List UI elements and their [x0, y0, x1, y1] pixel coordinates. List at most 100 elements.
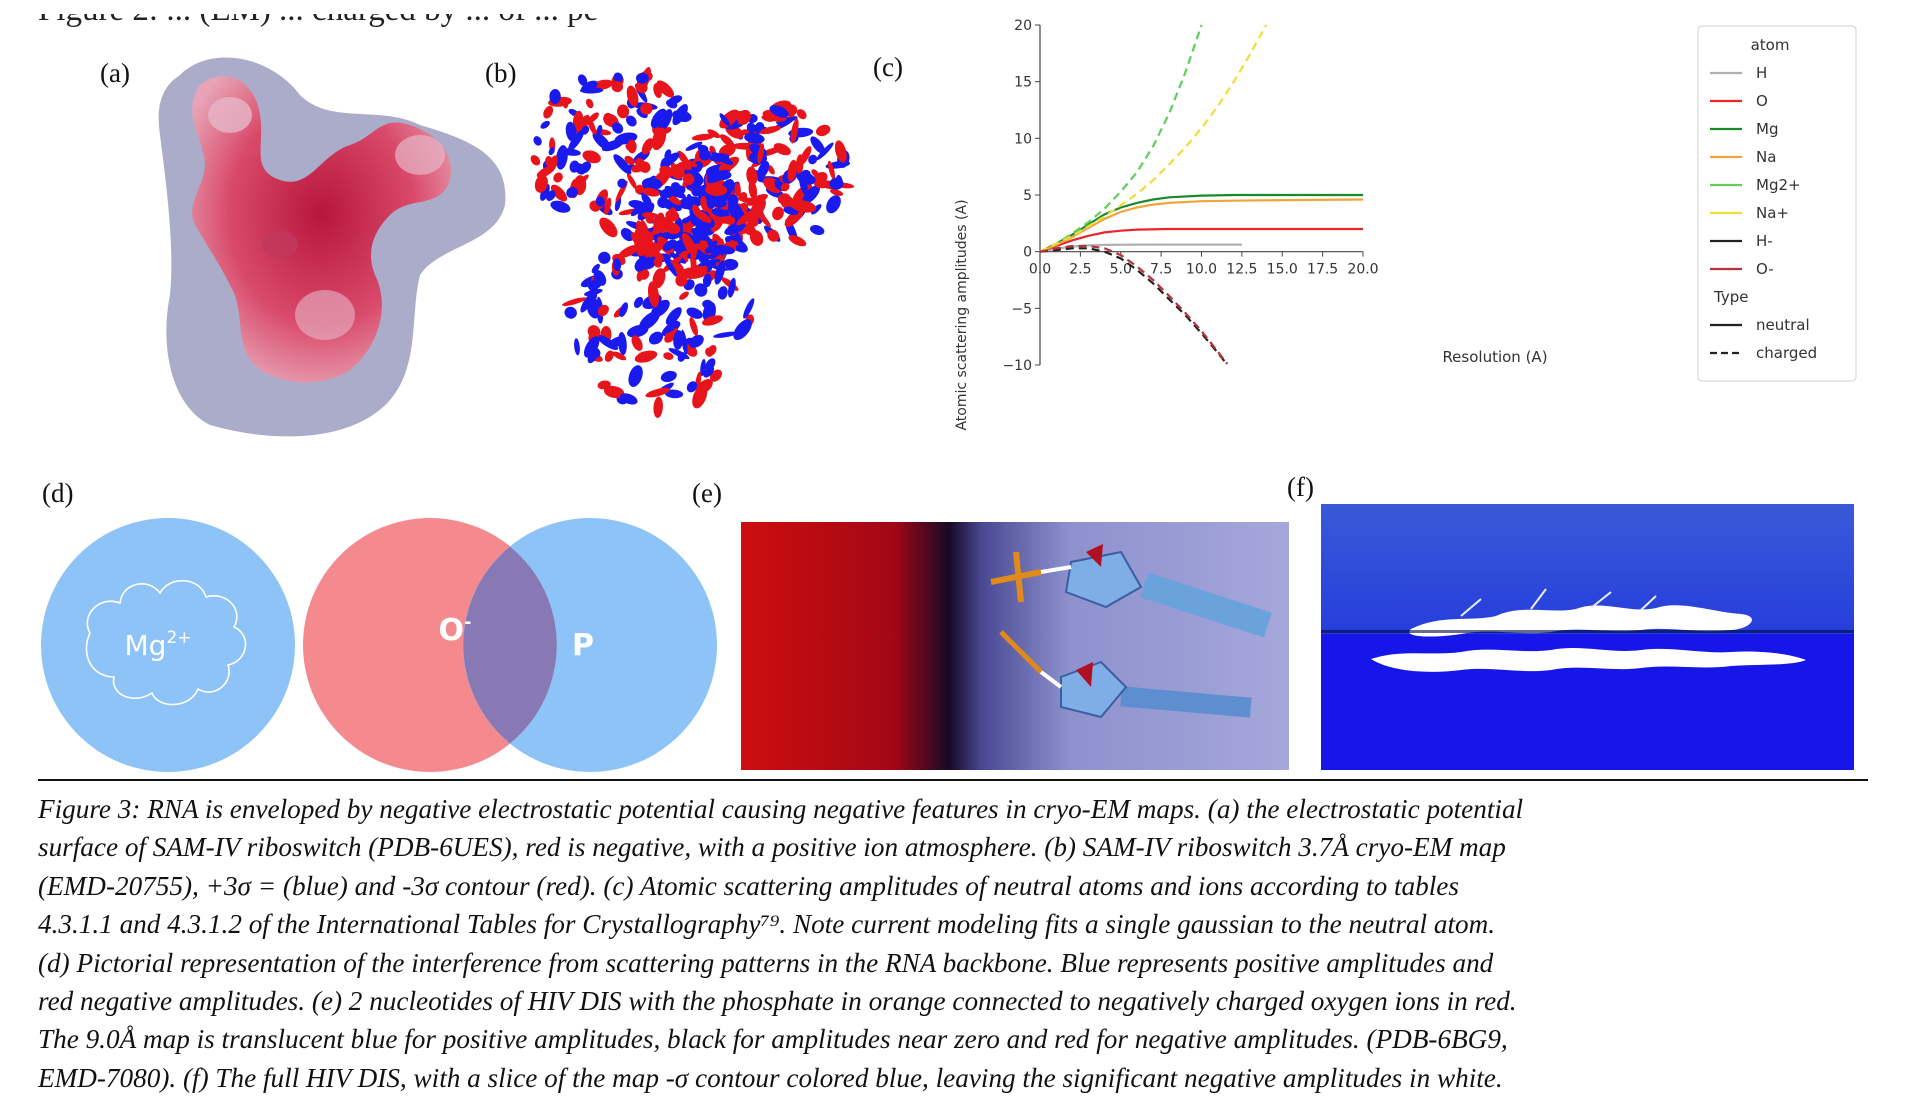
density-blob	[689, 317, 698, 336]
density-blob	[612, 122, 624, 134]
chart-x-tick-label: 5.0	[1110, 262, 1132, 278]
density-blob	[533, 136, 542, 146]
chart-series-mg	[1039, 193, 1363, 253]
panel-b-image	[530, 67, 855, 418]
density-blob	[601, 139, 624, 152]
chart-y-tick-label: 10	[1014, 131, 1032, 147]
density-blob	[698, 258, 721, 267]
scattering-chart: Atomic scattering amplitudes (A) Resolut…	[954, 18, 1857, 431]
density-blob	[693, 209, 712, 224]
density-blob	[827, 160, 836, 180]
caption-line: The 9.0Å map is translucent blue for pos…	[38, 1024, 1508, 1055]
caption-line: (d) Pictorial representation of the inte…	[38, 947, 1494, 978]
density-blob	[652, 268, 666, 289]
panel-a-image	[158, 57, 506, 437]
density-blob	[808, 154, 818, 165]
density-blob	[829, 177, 844, 190]
density-blob	[564, 306, 577, 319]
density-blob	[814, 181, 827, 189]
density-blob	[574, 338, 580, 356]
density-blob	[604, 350, 614, 362]
density-blob	[641, 177, 663, 191]
density-blob	[707, 238, 713, 248]
chart-legend-entry: H	[1756, 64, 1767, 82]
density-blob	[566, 186, 578, 198]
density-blob	[534, 174, 548, 193]
density-blob	[625, 115, 637, 127]
density-blob	[810, 136, 826, 154]
density-blob	[530, 155, 541, 166]
density-blob	[790, 118, 799, 144]
caption-line: Figure 3: RNA is enveloped by negative e…	[38, 794, 1524, 824]
density-blob	[769, 105, 789, 118]
chart-legend-type-entry: neutral	[1756, 316, 1810, 334]
density-blob	[665, 307, 682, 326]
density-blob	[663, 255, 677, 277]
density-blob	[704, 244, 719, 254]
density-blob	[759, 125, 782, 135]
density-blob	[591, 263, 600, 274]
density-blob	[599, 217, 618, 238]
density-blob	[811, 204, 822, 215]
density-blob	[780, 182, 790, 192]
density-blob	[799, 146, 812, 166]
density-blob	[575, 163, 586, 175]
density-blob	[620, 228, 634, 242]
caption-line: 4.3.1.1 and 4.3.1.2 of the International…	[38, 909, 1496, 940]
density-blob	[749, 225, 758, 241]
density-blob	[787, 159, 798, 182]
density-blob	[727, 194, 739, 207]
density-blob	[738, 192, 748, 202]
density-blob	[612, 351, 627, 361]
panel-f-image	[1321, 504, 1854, 770]
density-blob	[799, 174, 808, 195]
density-blob	[826, 195, 841, 214]
density-blob	[668, 348, 690, 360]
caption-rule	[38, 779, 1868, 781]
density-blob	[642, 187, 660, 197]
density-blob	[548, 147, 555, 156]
chart-y-tick-label: −10	[1002, 358, 1032, 374]
density-blob	[547, 155, 558, 173]
density-blob	[692, 384, 708, 409]
density-blob	[665, 389, 684, 399]
density-blob	[618, 244, 640, 258]
density-blob	[713, 331, 738, 338]
density-blob	[618, 332, 627, 355]
density-blob	[681, 232, 697, 256]
density-blob	[611, 81, 624, 93]
density-blob	[636, 351, 654, 363]
rna-surface	[192, 76, 451, 383]
density-blob	[653, 396, 663, 418]
density-blob	[719, 134, 735, 148]
density-blob	[662, 239, 677, 251]
density-blob	[630, 202, 646, 217]
density-blob	[648, 331, 664, 345]
chart-legend-entry: Mg2+	[1756, 176, 1801, 194]
density-blob	[582, 150, 601, 164]
density-blob	[682, 173, 695, 185]
density-blob	[717, 286, 728, 300]
density-blob	[703, 366, 715, 378]
chart-legend-entry: Na	[1756, 148, 1776, 166]
density-blob	[748, 180, 758, 200]
density-blob	[757, 160, 770, 179]
density-blob	[603, 385, 625, 399]
density-blob	[746, 193, 768, 206]
phosphate-label: P	[572, 628, 594, 663]
density-blob	[691, 184, 704, 197]
header-partial-text: Figure 2: ... (EM) ... charged by ... of…	[38, 0, 599, 28]
density-blob	[641, 138, 654, 155]
chart-series-o	[1039, 227, 1363, 253]
panel-d-label: (d)	[42, 478, 74, 508]
density-blob	[672, 109, 692, 123]
figure-caption: Figure 3: RNA is enveloped by negative e…	[38, 790, 1898, 1097]
mg-label: Mg2+	[125, 628, 192, 662]
density-blob	[707, 129, 721, 139]
panel-c-label: (c)	[873, 52, 903, 82]
density-blob	[639, 311, 660, 331]
density-blob	[617, 178, 627, 189]
density-blob	[598, 251, 611, 264]
density-blob	[583, 336, 600, 358]
density-blob	[550, 184, 568, 202]
